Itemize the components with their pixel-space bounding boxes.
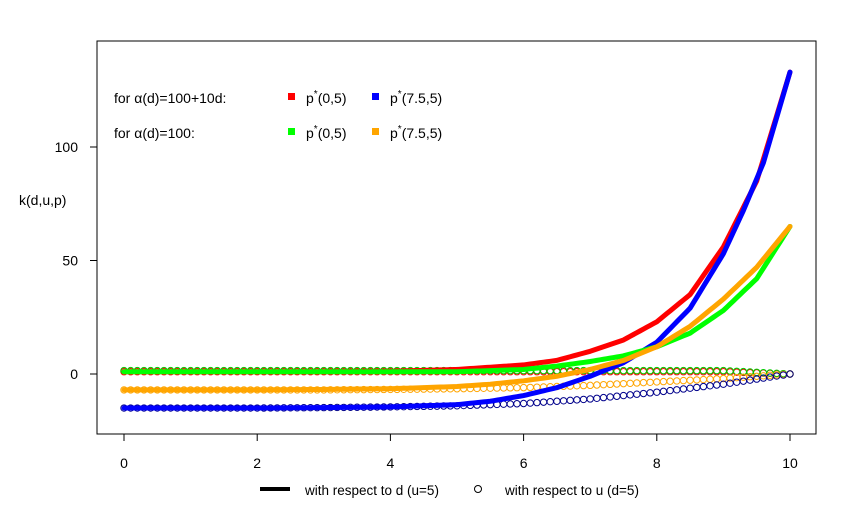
legend-entry-blue: p*(7.5,5) [372, 89, 442, 106]
circle-point [706, 375, 714, 383]
legend-label-green: p*(0,5) [306, 124, 347, 141]
circle-point [679, 385, 688, 393]
x-tick-label: 6 [520, 455, 528, 471]
legend-entry-green: p*(0,5) [288, 124, 347, 141]
y-tick-label: 100 [55, 139, 79, 155]
circle-point [706, 382, 714, 390]
circle-point [606, 393, 614, 401]
y-tick-label: 0 [70, 366, 78, 382]
y-axis: 0 50 100 [55, 139, 98, 382]
circle-point [546, 397, 554, 406]
legend-entry-orange: p*(7.5,5) [372, 124, 442, 141]
circle-point [579, 381, 588, 390]
circle-point [573, 396, 581, 404]
circle-point [533, 398, 541, 407]
line-series-orange [121, 223, 793, 393]
circle-point [713, 375, 721, 383]
circle-point [613, 380, 621, 388]
circle-point [713, 381, 721, 389]
legend-bottom: with respect to d (u=5) with respect to … [260, 483, 639, 498]
circle-point [739, 377, 748, 385]
circle-point [639, 389, 648, 398]
circle-point [786, 370, 794, 378]
x-tick-label: 8 [653, 455, 661, 471]
circle-point [693, 376, 701, 384]
circle-point [626, 391, 634, 399]
legend-top: for α(d)=100+10d: for α(d)=100: p*(0,5) p… [114, 89, 442, 141]
x-tick-label: 4 [387, 455, 395, 471]
legend-label-blue: p*(7.5,5) [390, 89, 442, 106]
circle-point [513, 384, 521, 392]
circle-point [593, 381, 601, 389]
circle-point [699, 375, 708, 384]
circle-point [606, 380, 614, 389]
circle-point [586, 381, 594, 390]
line-series-blue [121, 69, 793, 411]
circle-point [653, 378, 661, 386]
circle-point [593, 394, 601, 402]
circle-point [513, 400, 521, 408]
circle-point [559, 397, 568, 405]
circle-point [586, 395, 594, 403]
circle-point [646, 378, 654, 386]
x-tick-label: 2 [253, 455, 261, 471]
circle-point [526, 383, 534, 392]
circle-point [626, 379, 634, 388]
circle-point [659, 387, 668, 396]
circle-point [646, 389, 654, 397]
legend-bottom-circle-label: with respect to u (d=5) [504, 483, 639, 498]
legend-row1-label: for α(d)=100+10d: [114, 90, 226, 106]
plot-area [120, 69, 794, 412]
circle-point [619, 391, 628, 400]
line-series-green [121, 223, 793, 375]
legend-swatch-green [288, 128, 295, 135]
circle-point [733, 378, 741, 386]
circle-point [699, 382, 708, 391]
x-tick-label: 10 [782, 455, 798, 471]
circle-point [519, 399, 528, 408]
circle-point [686, 376, 694, 384]
legend-row2-label: for α(d)=100: [114, 125, 195, 141]
circle-point [553, 397, 561, 405]
circle-point [633, 390, 641, 398]
circle-point [659, 377, 668, 386]
circle-point [599, 393, 608, 402]
y-tick-label: 50 [62, 253, 78, 269]
circle-point [566, 396, 574, 405]
circle-point [526, 399, 534, 407]
legend-entry-red: p*(0,5) [288, 89, 347, 106]
circle-point [666, 377, 674, 385]
circle-point [506, 400, 514, 408]
circle-point [539, 398, 548, 406]
circle-point [499, 400, 508, 408]
circle-point [633, 379, 641, 387]
circle-point [653, 388, 661, 396]
x-tick-label: 0 [120, 455, 128, 471]
circle-point [499, 384, 508, 392]
circle-point [666, 386, 674, 395]
circle-point [506, 384, 514, 392]
circle-point [693, 383, 701, 392]
circle-point [619, 379, 628, 388]
legend-swatch-blue [372, 93, 379, 100]
legend-bottom-line-label: with respect to d (u=5) [304, 483, 439, 498]
legend-label-red: p*(0,5) [306, 89, 347, 106]
legend-bottom-circle-swatch [474, 485, 482, 493]
legend-top-entries: p*(0,5) p*(7.5,5) p*(0,5) p*(7.5,5) [288, 89, 442, 141]
circle-point [599, 380, 608, 389]
legend-label-orange: p*(7.5,5) [390, 124, 442, 141]
circle-point [679, 376, 688, 385]
circle-point [579, 395, 588, 404]
circle-point [673, 377, 681, 385]
legend-swatch-orange [372, 128, 379, 135]
circle-point [613, 392, 621, 400]
y-axis-label: k(d,u,p) [19, 192, 66, 208]
circle-point [686, 384, 694, 392]
x-axis: 0 2 4 6 8 10 [120, 433, 798, 471]
circle-point [673, 386, 681, 394]
legend-swatch-red [288, 93, 295, 100]
circle-point [639, 378, 648, 387]
circle-point [519, 383, 528, 392]
